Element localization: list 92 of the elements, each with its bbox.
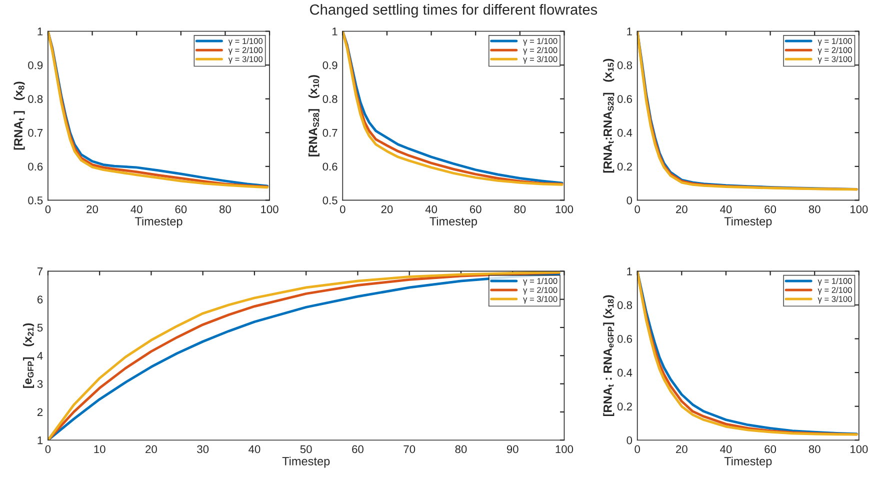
y-tick-label: 0.5: [28, 196, 43, 204]
y-tick-label: 0.8: [322, 95, 338, 103]
y-tick-label: 5: [37, 324, 43, 332]
x-tick-label: 40: [425, 205, 438, 214]
y-tick-label: 1: [332, 28, 338, 36]
y-tick-label: 0.6: [28, 162, 43, 171]
x-tick-label: 40: [130, 205, 142, 214]
x-tick-label: 80: [514, 205, 526, 214]
x-tick-label: 80: [808, 445, 820, 454]
x-tick-label: 0: [45, 205, 51, 214]
y-tick-label: 1: [38, 436, 43, 444]
x-tick-label: 20: [381, 205, 393, 214]
x-tick-label: 0: [634, 445, 640, 454]
y-tick-label: 0.8: [617, 61, 632, 70]
y-tick-label: 0.9: [28, 61, 43, 70]
legend-label: γ = 1/100: [818, 278, 852, 286]
x-tick-label: 100: [556, 445, 574, 454]
x-tick-label: 80: [455, 445, 467, 454]
x-tick-label: 80: [220, 205, 231, 214]
x-tick-label: 20: [676, 445, 688, 454]
x-tick-label: 90: [506, 445, 518, 454]
legend-label: γ = 3/100: [818, 56, 852, 64]
legend-label: γ = 2/100: [523, 286, 558, 295]
legend-label: γ = 1/100: [818, 38, 852, 46]
y-tick-label: 0.4: [617, 128, 632, 137]
y-axis-title: [RNA$_{t}$ ] (x$_{8}$): [14, 82, 25, 150]
y-tick-label: 6: [37, 296, 43, 304]
x-tick-label: 40: [248, 445, 260, 454]
x-tick-label: 60: [764, 445, 776, 454]
y-axis-title: [e$_{GFP}$] (x$_{21}$): [23, 323, 34, 388]
x-tick-label: 60: [352, 445, 364, 454]
x-tick-label: 70: [404, 445, 416, 454]
x-axis-title: Timestep: [430, 216, 477, 228]
y-tick-label: 3: [37, 380, 43, 388]
x-axis-title: Timestep: [724, 216, 772, 228]
y-tick-label: 1: [38, 28, 43, 36]
y-tick-label: 0.2: [617, 162, 632, 171]
x-tick-label: 60: [175, 205, 187, 214]
legend-label: γ = 2/100: [818, 286, 852, 295]
legend-label: γ = 1/100: [523, 278, 558, 286]
y-tick-label: 2: [37, 408, 43, 416]
legend-label: γ = 1/100: [523, 38, 558, 46]
y-tick-label: 0.7: [322, 128, 338, 137]
chart-title: Changed settling times for different flowrates: [310, 4, 598, 18]
y-tick-label: 7: [37, 268, 43, 276]
x-axis-title: Timestep: [724, 456, 772, 468]
x-tick-label: 100: [850, 205, 868, 214]
legend-label: γ = 3/100: [523, 296, 558, 304]
legend-label: γ = 3/100: [228, 56, 263, 64]
y-tick-label: 0.7: [28, 128, 43, 137]
legend-label: γ = 3/100: [818, 296, 852, 304]
y-tick-label: 1: [627, 268, 632, 276]
y-axis-title: [RNA$_{S28}$] (x$_{10}$): [308, 75, 320, 156]
y-axis-title: [RNA$_{t}$:RNA$_{S28}$] (x$_{15}$): [603, 58, 614, 173]
y-tick-label: 0: [626, 436, 632, 444]
x-tick-label: 60: [470, 205, 482, 214]
y-tick-label: 0.9: [322, 61, 338, 70]
y-tick-label: 0.8: [617, 301, 632, 310]
legend-label: γ = 2/100: [523, 46, 558, 55]
x-tick-label: 20: [676, 205, 688, 214]
x-axis-title: Timestep: [282, 456, 330, 468]
legend-label: γ = 2/100: [228, 46, 263, 55]
y-tick-label: 1: [627, 28, 632, 36]
y-tick-label: 0.8: [28, 95, 43, 103]
x-tick-label: 0: [634, 205, 640, 214]
x-tick-label: 10: [94, 445, 106, 454]
x-tick-label: 40: [720, 445, 732, 454]
legend-label: γ = 2/100: [818, 46, 852, 55]
x-tick-label: 50: [300, 445, 312, 454]
x-tick-label: 100: [556, 205, 574, 214]
y-axis-title: [RNA$_{t}$ : RNA$_{eGFP}$] (x$_{18}$): [603, 295, 614, 416]
x-tick-label: 80: [808, 205, 820, 214]
x-tick-label: 40: [720, 205, 732, 214]
y-tick-label: 0.6: [322, 162, 338, 171]
y-tick-label: 0.6: [617, 335, 632, 343]
x-tick-label: 0: [340, 205, 346, 214]
x-tick-label: 0: [45, 445, 51, 454]
x-tick-label: 20: [86, 205, 98, 214]
legend-label: γ = 1/100: [228, 38, 263, 46]
x-tick-label: 100: [261, 205, 278, 214]
x-tick-label: 100: [850, 445, 868, 454]
x-tick-label: 20: [146, 445, 157, 454]
y-tick-label: 4: [37, 352, 43, 360]
y-tick-label: 0.2: [617, 402, 632, 410]
x-tick-label: 60: [764, 205, 776, 214]
y-tick-label: 0: [626, 196, 632, 204]
y-tick-label: 0.6: [617, 95, 632, 103]
legend-label: γ = 3/100: [523, 56, 558, 64]
x-axis-title: Timestep: [134, 216, 182, 228]
y-tick-label: 0.5: [322, 196, 338, 204]
x-tick-label: 30: [197, 445, 209, 454]
y-tick-label: 0.4: [617, 368, 632, 377]
